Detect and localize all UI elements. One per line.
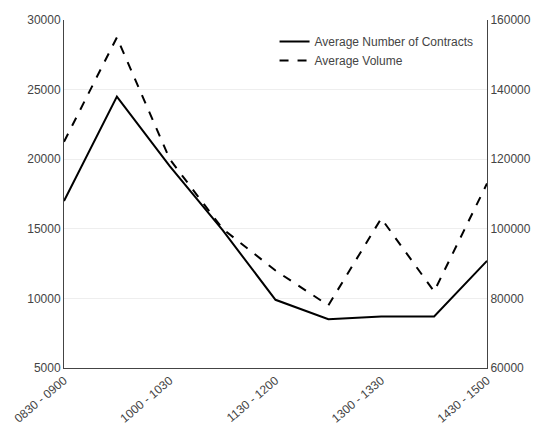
- svg-text:20000: 20000: [27, 152, 61, 166]
- svg-text:120000: 120000: [490, 152, 530, 166]
- svg-text:140000: 140000: [490, 83, 530, 97]
- svg-text:0830 - 0900: 0830 - 0900: [12, 373, 70, 425]
- svg-text:5000: 5000: [34, 361, 61, 375]
- svg-text:Average Volume: Average Volume: [315, 54, 403, 68]
- svg-text:1130 - 1200: 1130 - 1200: [224, 373, 282, 425]
- svg-text:30000: 30000: [27, 13, 61, 27]
- svg-text:15000: 15000: [27, 222, 61, 236]
- svg-text:60000: 60000: [490, 361, 524, 375]
- svg-text:1430 - 1500: 1430 - 1500: [435, 373, 493, 425]
- svg-text:1000 - 1030: 1000 - 1030: [117, 373, 175, 425]
- svg-text:80000: 80000: [490, 292, 524, 306]
- svg-text:100000: 100000: [490, 222, 530, 236]
- svg-text:10000: 10000: [27, 292, 61, 306]
- svg-text:Average Number of Contracts: Average Number of Contracts: [315, 35, 474, 49]
- svg-text:160000: 160000: [490, 13, 530, 27]
- svg-text:1300 - 1330: 1300 - 1330: [329, 373, 387, 425]
- svg-text:25000: 25000: [27, 83, 61, 97]
